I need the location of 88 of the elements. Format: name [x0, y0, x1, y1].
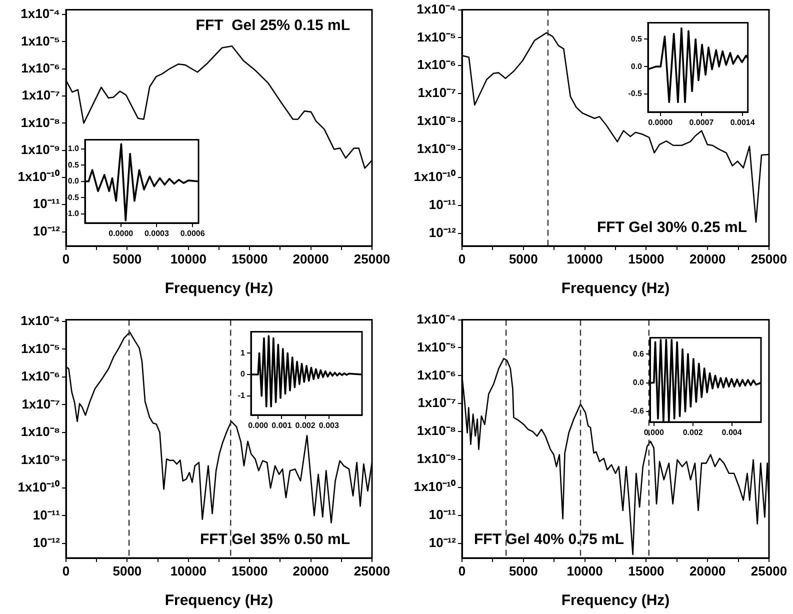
y-tick-label: 0.0: [632, 378, 645, 387]
y-tick-label: -1: [238, 391, 246, 400]
x-tick-label: 0.0014: [730, 118, 756, 128]
y-tick-label: 0.5: [68, 160, 80, 170]
x-tick-label: 25000: [354, 563, 390, 578]
x-tick-label: 0.0000: [108, 229, 134, 238]
y-tick-label: 1x10⁻⁶: [417, 57, 456, 72]
y-tick-label: 1x10⁻⁵: [20, 33, 60, 48]
y-tick-label: 1x10⁻⁵: [416, 339, 456, 354]
y-tick-label: 1x10⁻¹⁰: [414, 168, 456, 184]
y-tick-label: 10⁻¹¹: [32, 507, 60, 522]
x-tick-label: 20000: [292, 251, 329, 266]
x-tick-label: 10000: [566, 563, 603, 578]
annotation: FFT Gel 25% 0.15 mL: [196, 16, 350, 34]
x-tick-label: 5000: [112, 251, 142, 266]
y-tick-label: 1.0: [68, 144, 80, 154]
y-tick-label: 1x10⁻¹⁰: [18, 480, 60, 495]
y-tick-label: 0.0: [68, 176, 80, 186]
y-tick-label: 0.6: [632, 349, 645, 358]
y-tick-label: 1x10⁻⁴: [20, 313, 60, 328]
y-tick-label: 1x10⁻¹⁰: [18, 169, 60, 184]
y-tick-label: -0.6: [630, 406, 645, 416]
x-tick-label: 0.004: [722, 428, 742, 438]
y-tick-label: 1x10⁻¹⁰: [414, 479, 456, 494]
y-tick-label: 10⁻¹¹: [428, 507, 456, 522]
x-tick-label: 5000: [508, 251, 538, 266]
y-tick-label: 1x10⁻⁸: [416, 113, 456, 128]
y-tick-label: 1x10⁻⁴: [416, 311, 456, 326]
y-tick-label: 1x10⁻⁴: [416, 1, 456, 16]
x-tick-label: 0.0006: [180, 229, 206, 238]
x-tick-label: 5000: [508, 563, 538, 578]
y-tick-label: 1x10⁻⁸: [416, 423, 456, 438]
y-tick-label: 1x10⁻⁵: [416, 29, 456, 44]
y-tick-label: 1x10⁻⁷: [22, 396, 60, 412]
y-tick-label: 0.0: [630, 62, 643, 71]
x-axis-title: Frequency (Hz): [561, 592, 670, 610]
x-tick-label: 0.003: [318, 421, 340, 430]
annotation: FFT Gel 40% 0.75 mL: [474, 531, 624, 548]
y-tick-label: 0: [240, 370, 246, 379]
annotation: FFT Gel 30% 0.25 mL: [596, 219, 747, 236]
x-tick-label: 10000: [170, 563, 206, 578]
x-tick-label: 5000: [112, 563, 142, 578]
x-tick-label: 25000: [354, 251, 390, 266]
x-tick-label: 15000: [232, 251, 268, 266]
x-tick-label: 20000: [292, 563, 329, 578]
x-tick-label: 20000: [690, 251, 726, 266]
y-tick-label: 1: [240, 348, 246, 358]
y-tick-label: 10⁻¹²: [32, 535, 61, 550]
y-tick-label: 10⁻¹¹: [32, 196, 60, 212]
y-tick-label: 1x10⁻⁹: [20, 142, 60, 157]
annotation: FFT Gel 35% 0.50 mL: [200, 531, 350, 548]
x-tick-label: 15000: [628, 563, 664, 578]
y-tick-label: 1x10⁻⁶: [21, 368, 60, 384]
y-tick-label: 1x10⁻⁹: [20, 452, 60, 467]
y-tick-label: -0.5: [628, 89, 643, 98]
y-tick-label: 1x10⁻⁴: [20, 6, 60, 22]
x-axis-title: Frequency (Hz): [164, 592, 274, 610]
y-tick-label: 1x10⁻⁶: [21, 60, 60, 76]
x-tick-label: 0.0003: [144, 229, 170, 238]
x-axis-title: Frequency (Hz): [561, 280, 670, 298]
y-tick-label: 1x10⁻⁷: [418, 395, 456, 410]
x-tick-label: 0.0000: [648, 118, 674, 128]
x-tick-label: 0.002: [682, 428, 704, 438]
y-tick-label: 10⁻¹²: [32, 223, 61, 238]
x-tick-label: 25000: [750, 251, 788, 266]
y-tick-label: 1x10⁻⁷: [418, 85, 456, 100]
x-tick-label: 15000: [232, 563, 268, 578]
y-tick-label: 1x10⁻⁶: [417, 367, 456, 382]
x-tick-label: 0.000: [248, 421, 269, 430]
y-tick-label: 1x10⁻⁷: [22, 88, 60, 103]
x-tick-label: 15000: [628, 251, 664, 266]
y-tick-label: 10⁻¹²: [428, 534, 457, 550]
x-tick-label: 10000: [566, 251, 603, 266]
y-tick-label: 10⁻¹²: [428, 224, 457, 240]
x-tick-label: 0.002: [295, 421, 316, 430]
y-tick-label: 1x10⁻⁸: [20, 114, 60, 130]
x-tick-label: 0.001: [272, 421, 292, 430]
x-tick-label: 0.0007: [689, 118, 714, 128]
y-tick-label: 0.5: [630, 34, 643, 44]
y-tick-label: 1x10⁻⁹: [416, 451, 456, 466]
x-tick-label: 20000: [690, 563, 726, 578]
y-tick-label: 1x10⁻⁹: [416, 141, 456, 156]
x-axis-title: Frequency (Hz): [164, 280, 274, 298]
x-tick-label: 25000: [750, 563, 788, 578]
y-tick-label: 1x10⁻⁸: [20, 424, 60, 440]
y-tick-label: 10⁻¹¹: [428, 196, 456, 212]
x-tick-label: 10000: [170, 251, 206, 266]
y-tick-label: 1x10⁻⁵: [20, 340, 60, 356]
